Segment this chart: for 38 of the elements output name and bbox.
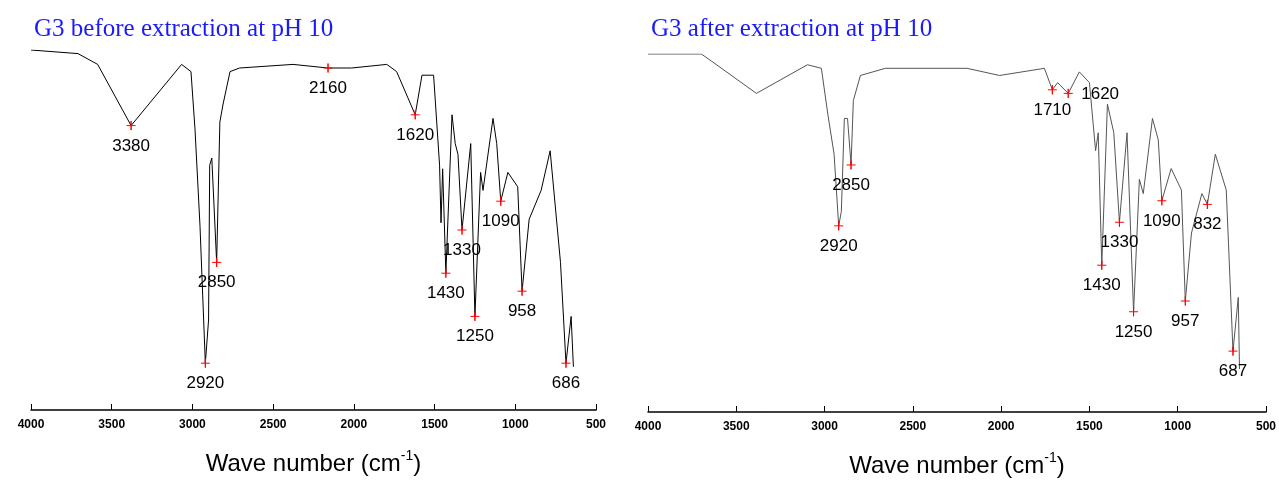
annotation: 1430 <box>1082 275 1121 295</box>
x-tick-label: 1500 <box>1076 419 1104 433</box>
x-tick-label: 2000 <box>987 419 1015 433</box>
annotation: 832 <box>1193 214 1222 234</box>
x-tick-label: 3500 <box>722 419 750 433</box>
x-tick-label: 3500 <box>98 417 126 431</box>
annotation: 1620 <box>1081 83 1120 103</box>
x-tick-label: 1000 <box>1164 419 1192 433</box>
annotation: 687 <box>1218 361 1248 381</box>
annotation: 957 <box>1171 311 1200 331</box>
x-tick-label: 2000 <box>340 417 368 431</box>
annotation: 2920 <box>819 235 858 255</box>
x-tick-label: 2500 <box>899 419 927 433</box>
chart-title: G3 before extraction at pH 10 <box>34 14 334 41</box>
x-tick-label: 1500 <box>421 417 449 431</box>
x-tick-label: 500 <box>585 417 607 431</box>
annotation: 1710 <box>1033 99 1072 119</box>
x-tick-label: 3000 <box>811 419 839 433</box>
annotation: 1620 <box>396 124 435 144</box>
annotation: 1090 <box>1142 210 1181 230</box>
annotation: 3380 <box>112 135 150 155</box>
annotation: 2920 <box>186 373 225 393</box>
annotation: 1430 <box>426 283 465 303</box>
annotation: 958 <box>507 301 537 321</box>
x-tick-label: 2500 <box>259 417 287 431</box>
annotation: 1330 <box>1100 232 1139 252</box>
annotation: 2160 <box>309 78 347 97</box>
x-tick-label: 500 <box>1255 419 1277 433</box>
annotation: 1250 <box>456 326 494 346</box>
chart-title: G3 after extraction at pH 10 <box>651 14 933 41</box>
annotation: 686 <box>551 373 581 393</box>
annotation: 1250 <box>1114 321 1153 341</box>
annotation: 1090 <box>481 211 520 231</box>
x-tick-label: 3000 <box>179 417 207 431</box>
x-tick-label: 4000 <box>17 417 45 431</box>
x-tick-label: 4000 <box>634 419 662 433</box>
x-tick-label: 1000 <box>501 417 529 431</box>
annotation: 2850 <box>832 174 870 194</box>
